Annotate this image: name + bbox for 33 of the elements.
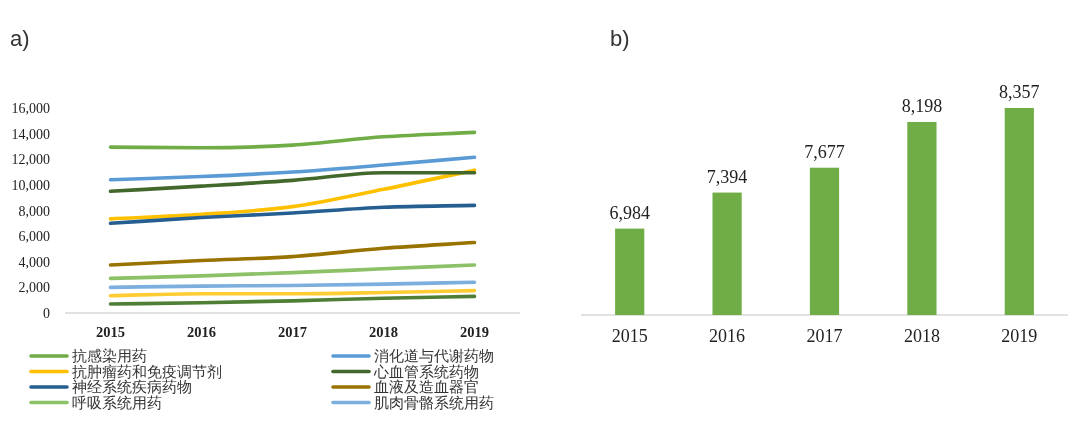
data-label: 7,394	[706, 166, 748, 187]
x-tick-label: 2018	[369, 324, 398, 340]
y-tick-label: 12,000	[11, 152, 50, 168]
x-tick-label: 2017	[278, 324, 307, 340]
x-tick-label: 2016	[709, 326, 746, 346]
data-label: 7,677	[804, 141, 845, 162]
y-tick-label: 16,000	[11, 101, 50, 116]
y-tick-label: 6,000	[18, 229, 50, 245]
y-tick-label: 2,000	[18, 280, 50, 296]
legend-label: 肌肉骨骼系统用药	[374, 393, 494, 411]
legend-label: 心血管系统药物	[373, 362, 479, 380]
x-tick-label: 2016	[187, 324, 216, 340]
legend-label: 抗感染用药	[72, 347, 147, 364]
x-tick-label: 2018	[903, 326, 940, 346]
legend-label: 血液及造血器官	[374, 378, 479, 395]
x-tick-label: 2019	[460, 324, 489, 340]
legend-label: 神经系统疾病药物	[72, 378, 192, 395]
data-label: 6,984	[609, 202, 650, 223]
x-tick-label: 2017	[806, 326, 843, 346]
title: b)	[610, 26, 630, 51]
x-tick-label: 2015	[96, 324, 125, 340]
y-tick-label: 14,000	[11, 126, 50, 142]
y-tick-label: 8,000	[18, 203, 50, 219]
data-label: 8,357	[999, 82, 1040, 102]
x-tick-label: 2019	[1001, 326, 1038, 346]
legend-label: 呼吸系统用药	[72, 393, 162, 411]
data-label: 8,198	[901, 95, 943, 116]
y-tick-label: 4,000	[18, 254, 50, 270]
x-tick-label: 2015	[611, 326, 648, 346]
y-tick-label: 10,000	[11, 177, 50, 193]
legend-label: 消化道与代谢药物	[374, 347, 494, 364]
title: a)	[10, 26, 30, 51]
y-tick-label: 0	[43, 306, 50, 321]
